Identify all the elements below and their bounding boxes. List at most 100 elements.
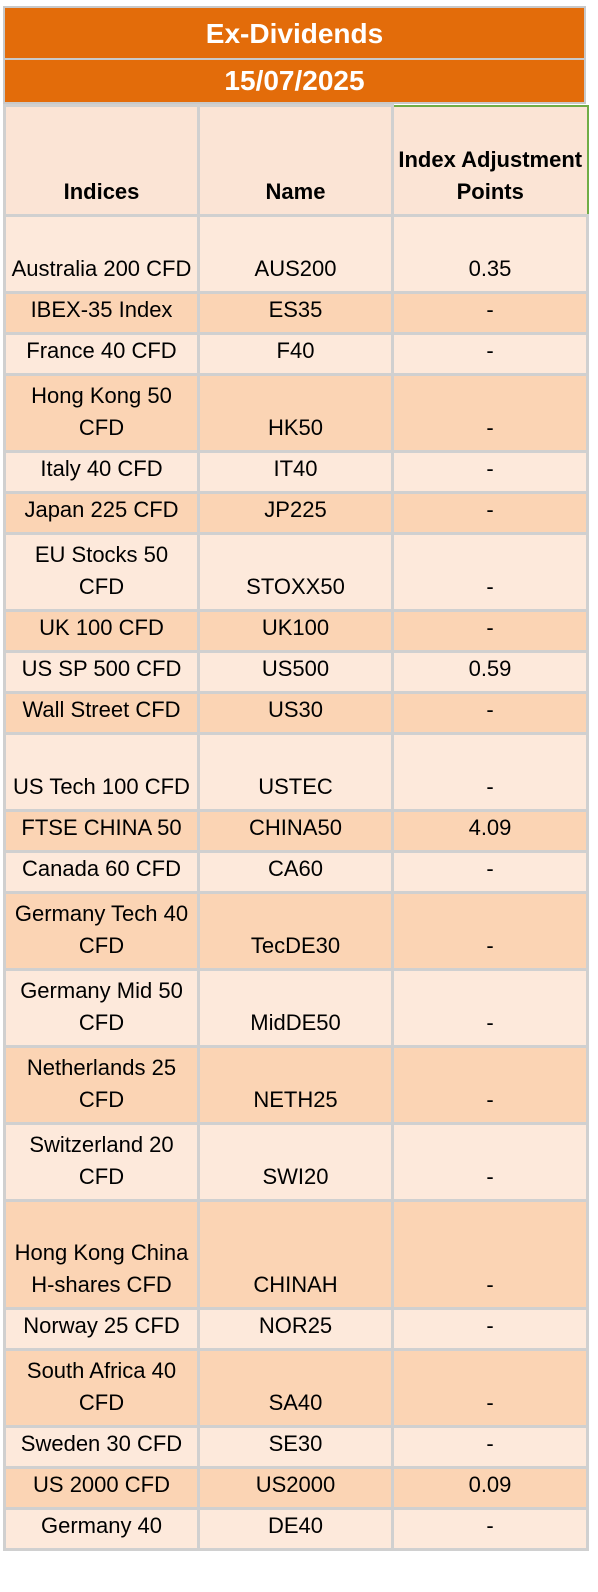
- cell-index: Norway 25 CFD: [3, 1307, 200, 1351]
- cell-adjustment-points: -: [391, 1307, 589, 1351]
- cell-index: Germany Mid 50 CFD: [3, 968, 200, 1048]
- column-header-indices: Indices: [3, 104, 200, 217]
- cell-adjustment-points: -: [391, 1199, 589, 1310]
- cell-name: US30: [197, 691, 394, 735]
- table-row: Wall Street CFD US30-: [3, 691, 589, 735]
- cell-adjustment-points: -: [391, 850, 589, 894]
- cell-name: USTEC: [197, 732, 394, 812]
- cell-adjustment-points: -: [391, 532, 589, 612]
- cell-index: Wall Street CFD: [3, 691, 200, 735]
- table-row: US 2000 CFD US2000 0.09: [3, 1466, 589, 1510]
- cell-name: CHINA50: [197, 809, 394, 853]
- cell-index: Switzerland 20 CFD: [3, 1122, 200, 1202]
- table-row: US Tech 100 CFD USTEC -: [3, 732, 589, 812]
- table-row: Hong Kong China H-shares CFD CHINAH -: [3, 1199, 589, 1310]
- cell-adjustment-points: 0.59: [391, 650, 589, 694]
- table-row: Canada 60 CFD CA60-: [3, 850, 589, 894]
- cell-index: IBEX-35 Index: [3, 291, 200, 335]
- cell-name: CA60: [197, 850, 394, 894]
- cell-name: US500: [197, 650, 394, 694]
- cell-adjustment-points: -: [391, 291, 589, 335]
- cell-adjustment-points: -: [391, 968, 589, 1048]
- cell-name: CHINAH: [197, 1199, 394, 1310]
- cell-name: NOR25: [197, 1307, 394, 1351]
- cell-name: SE30: [197, 1425, 394, 1469]
- cell-adjustment-points: -: [391, 373, 589, 453]
- cell-name: AUS200: [197, 214, 394, 294]
- cell-index: Germany Tech 40 CFD: [3, 891, 200, 971]
- cell-index: Netherlands 25 CFD: [3, 1045, 200, 1125]
- cell-index: Italy 40 CFD: [3, 450, 200, 494]
- cell-name: TecDE30: [197, 891, 394, 971]
- cell-adjustment-points: -: [391, 1425, 589, 1469]
- cell-index: Canada 60 CFD: [3, 850, 200, 894]
- cell-index: EU Stocks 50 CFD: [3, 532, 200, 612]
- cell-adjustment-points: 4.09: [391, 809, 589, 853]
- cell-index: Australia 200 CFD: [3, 214, 200, 294]
- cell-name: IT40: [197, 450, 394, 494]
- cell-adjustment-points: 0.35: [391, 214, 589, 294]
- cell-name: HK50: [197, 373, 394, 453]
- cell-index: France 40 CFD: [3, 332, 200, 376]
- table-row: Germany Mid 50 CFD MidDE50-: [3, 968, 589, 1048]
- cell-name: SA40: [197, 1348, 394, 1428]
- cell-adjustment-points: 0.09: [391, 1466, 589, 1510]
- cell-index: US SP 500 CFD: [3, 650, 200, 694]
- cell-index: Japan 225 CFD: [3, 491, 200, 535]
- cell-adjustment-points: -: [391, 732, 589, 812]
- table-row: Switzerland 20 CFD SWI20-: [3, 1122, 589, 1202]
- cell-adjustment-points: -: [391, 491, 589, 535]
- cell-adjustment-points: -: [391, 1122, 589, 1202]
- cell-adjustment-points: -: [391, 609, 589, 653]
- table-row: FTSE CHINA 50 CHINA50 4.09: [3, 809, 589, 853]
- cell-name: JP225: [197, 491, 394, 535]
- sheet-title: Ex-Dividends: [3, 6, 586, 60]
- table-row: Australia 200 CFD AUS200 0.35: [3, 214, 589, 294]
- table-body: Australia 200 CFD AUS200 0.35 IBEX-35 Index…: [3, 214, 589, 1551]
- table-row: IBEX-35 Index ES35-: [3, 291, 589, 335]
- table-row: US SP 500 CFD US500 0.59: [3, 650, 589, 694]
- ex-dividends-sheet: Ex-Dividends 15/07/2025 Indices Name Ind…: [3, 6, 589, 1551]
- cell-name: F40: [197, 332, 394, 376]
- cell-adjustment-points: -: [391, 1348, 589, 1428]
- cell-name: STOXX50: [197, 532, 394, 612]
- cell-index: South Africa 40 CFD: [3, 1348, 200, 1428]
- cell-adjustment-points: -: [391, 332, 589, 376]
- cell-name: DE40: [197, 1507, 394, 1551]
- column-header-adjustment-points: Index Adjustment Points: [391, 104, 589, 217]
- cell-name: MidDE50: [197, 968, 394, 1048]
- ex-dividends-table: Indices Name Index Adjustment Points Aus…: [3, 104, 589, 1551]
- cell-index: Hong Kong China H-shares CFD: [3, 1199, 200, 1310]
- cell-adjustment-points: -: [391, 691, 589, 735]
- table-row: EU Stocks 50 CFD STOXX50-: [3, 532, 589, 612]
- column-header-name: Name: [197, 104, 394, 217]
- cell-index: FTSE CHINA 50: [3, 809, 200, 853]
- table-row: Italy 40 CFD IT40-: [3, 450, 589, 494]
- cell-adjustment-points: -: [391, 1507, 589, 1551]
- cell-name: UK100: [197, 609, 394, 653]
- cell-index: UK 100 CFD: [3, 609, 200, 653]
- table-row: Sweden 30 CFD SE30-: [3, 1425, 589, 1469]
- cell-name: SWI20: [197, 1122, 394, 1202]
- table-row: Netherlands 25 CFD NETH25-: [3, 1045, 589, 1125]
- cell-adjustment-points: -: [391, 1045, 589, 1125]
- table-row: France 40 CFD F40-: [3, 332, 589, 376]
- cell-index: US Tech 100 CFD: [3, 732, 200, 812]
- table-row: Hong Kong 50 CFD HK50-: [3, 373, 589, 453]
- cell-name: US2000: [197, 1466, 394, 1510]
- cell-name: ES35: [197, 291, 394, 335]
- cell-index: US 2000 CFD: [3, 1466, 200, 1510]
- table-header-row: Indices Name Index Adjustment Points: [3, 104, 589, 217]
- cell-index: Germany 40: [3, 1507, 200, 1551]
- sheet-date: 15/07/2025: [3, 60, 586, 104]
- cell-index: Hong Kong 50 CFD: [3, 373, 200, 453]
- table-row: Japan 225 CFD JP225-: [3, 491, 589, 535]
- table-row: South Africa 40 CFD SA40-: [3, 1348, 589, 1428]
- cell-name: NETH25: [197, 1045, 394, 1125]
- table-row: Norway 25 CFD NOR25-: [3, 1307, 589, 1351]
- table-row: Germany Tech 40 CFD TecDE30-: [3, 891, 589, 971]
- cell-index: Sweden 30 CFD: [3, 1425, 200, 1469]
- table-row: Germany 40 DE40-: [3, 1507, 589, 1551]
- table-row: UK 100 CFD UK100-: [3, 609, 589, 653]
- cell-adjustment-points: -: [391, 891, 589, 971]
